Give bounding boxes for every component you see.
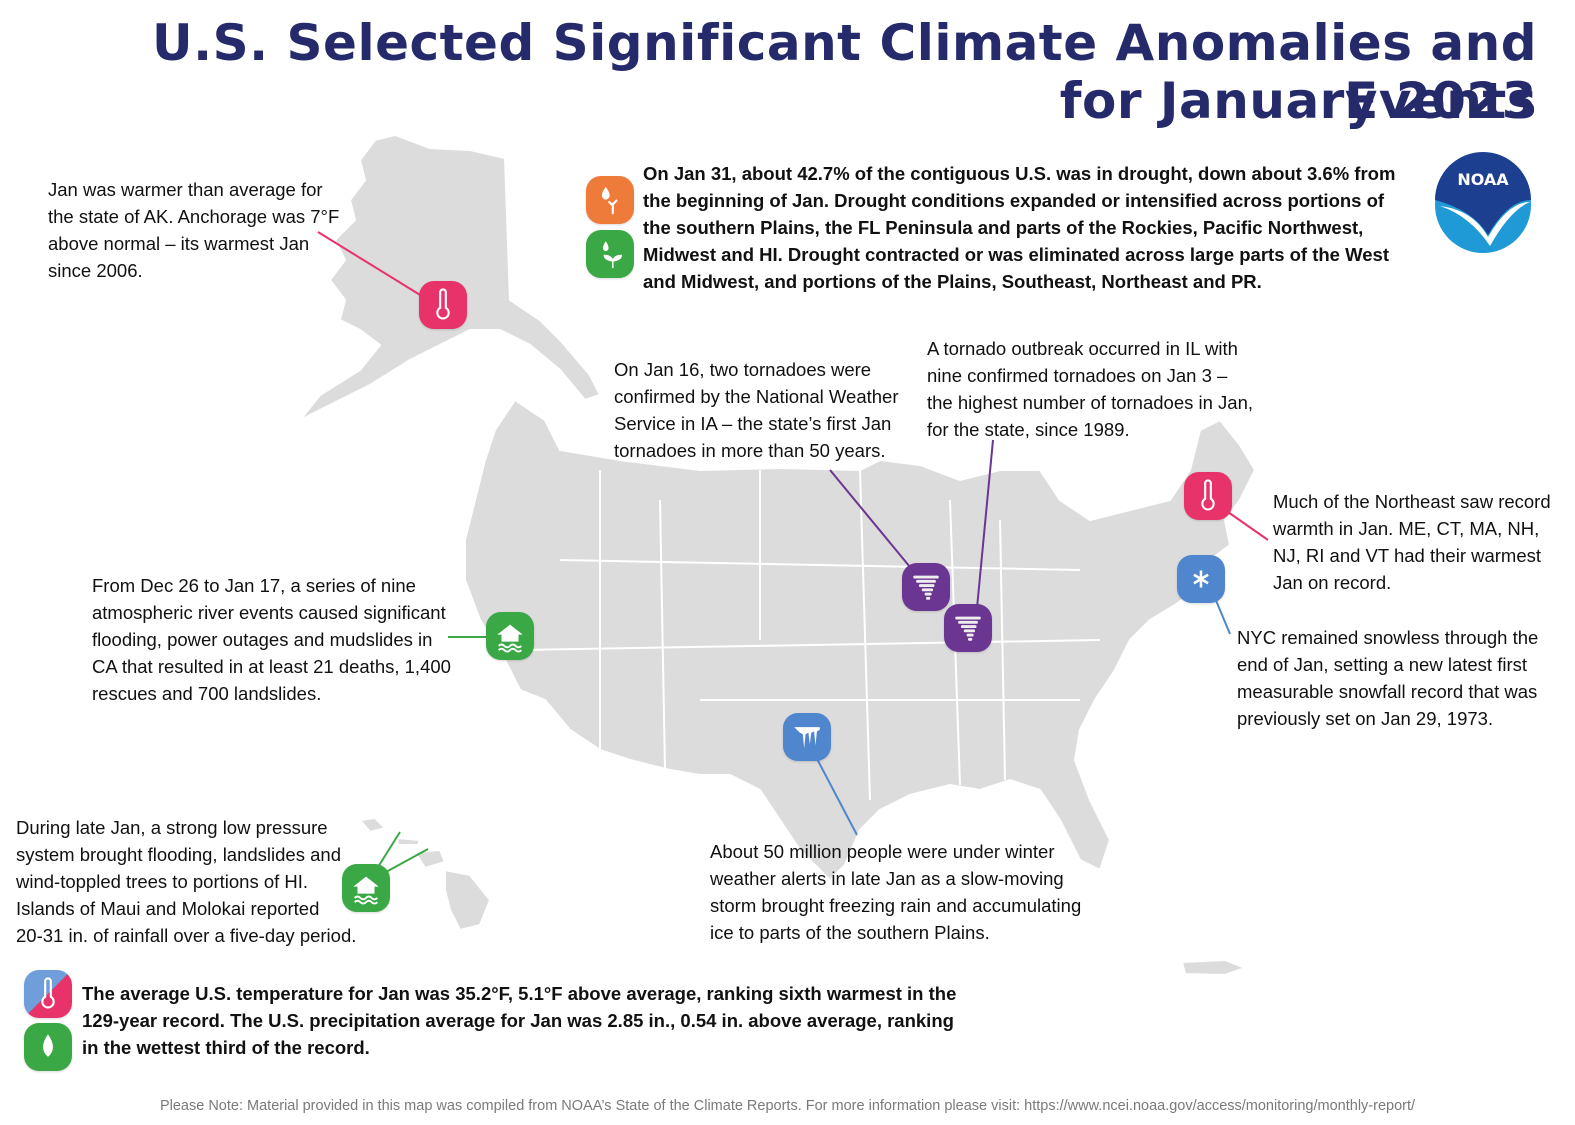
drought-icon — [586, 176, 634, 224]
california-flood-icon — [486, 612, 534, 660]
svg-text:NOAA: NOAA — [1457, 170, 1509, 189]
national-precipitation-icon — [24, 1023, 72, 1071]
drought-annotation: On Jan 31, about 42.7% of the contiguous… — [643, 163, 1396, 292]
hawaii-molokai — [395, 836, 422, 846]
national-temperature-icon — [24, 970, 72, 1018]
nyc-annotation: NYC remained snowless through the end of… — [1237, 627, 1539, 729]
map-title-line-1: U.S. Selected Significant Climate Anomal… — [152, 14, 1537, 130]
hawaii-big-island — [444, 868, 492, 932]
northeast-thermometer-icon — [1184, 472, 1232, 520]
source-note: Please Note: Material provided in this m… — [159, 1098, 1416, 1114]
california-annotation: From Dec 26 to Jan 17, a series of nine … — [92, 575, 451, 704]
map-title-line-2: for January 2023 — [1059, 72, 1537, 130]
contiguous-us-shape — [464, 398, 1257, 882]
southern-plains-annotation: About 50 million people were under winte… — [710, 841, 1082, 943]
alaska-annotation: Jan was warmer than average for the stat… — [48, 179, 340, 281]
illinois-tornado-annotation: A tornado outbreak occurred in IL with n… — [927, 338, 1254, 440]
hawaii-annotation: During late Jan, a strong low pressure s… — [16, 817, 357, 946]
nyc-snowflake-icon — [1177, 555, 1225, 603]
iowa-tornado-icon — [902, 563, 950, 611]
illinois-tornado-icon — [944, 604, 992, 652]
northeast-annotation: Much of the Northeast saw record warmth … — [1273, 491, 1551, 593]
puerto-rico — [1180, 958, 1248, 977]
noaa-logo: NOAA — [1421, 143, 1545, 267]
hawaii-flood-icon — [342, 864, 390, 912]
alaska-shape — [299, 133, 602, 421]
hawaii-maui — [413, 848, 447, 870]
national-summary-annotation: The average U.S. temperature for Jan was… — [82, 983, 957, 1058]
southern-plains-icicles-icon — [783, 713, 831, 761]
drought-improvement-icon — [586, 230, 634, 278]
hawaii-oahu — [358, 816, 387, 834]
alaska-thermometer-icon — [419, 281, 467, 329]
iowa-tornado-annotation: On Jan 16, two tornadoes were confirmed … — [614, 359, 899, 461]
